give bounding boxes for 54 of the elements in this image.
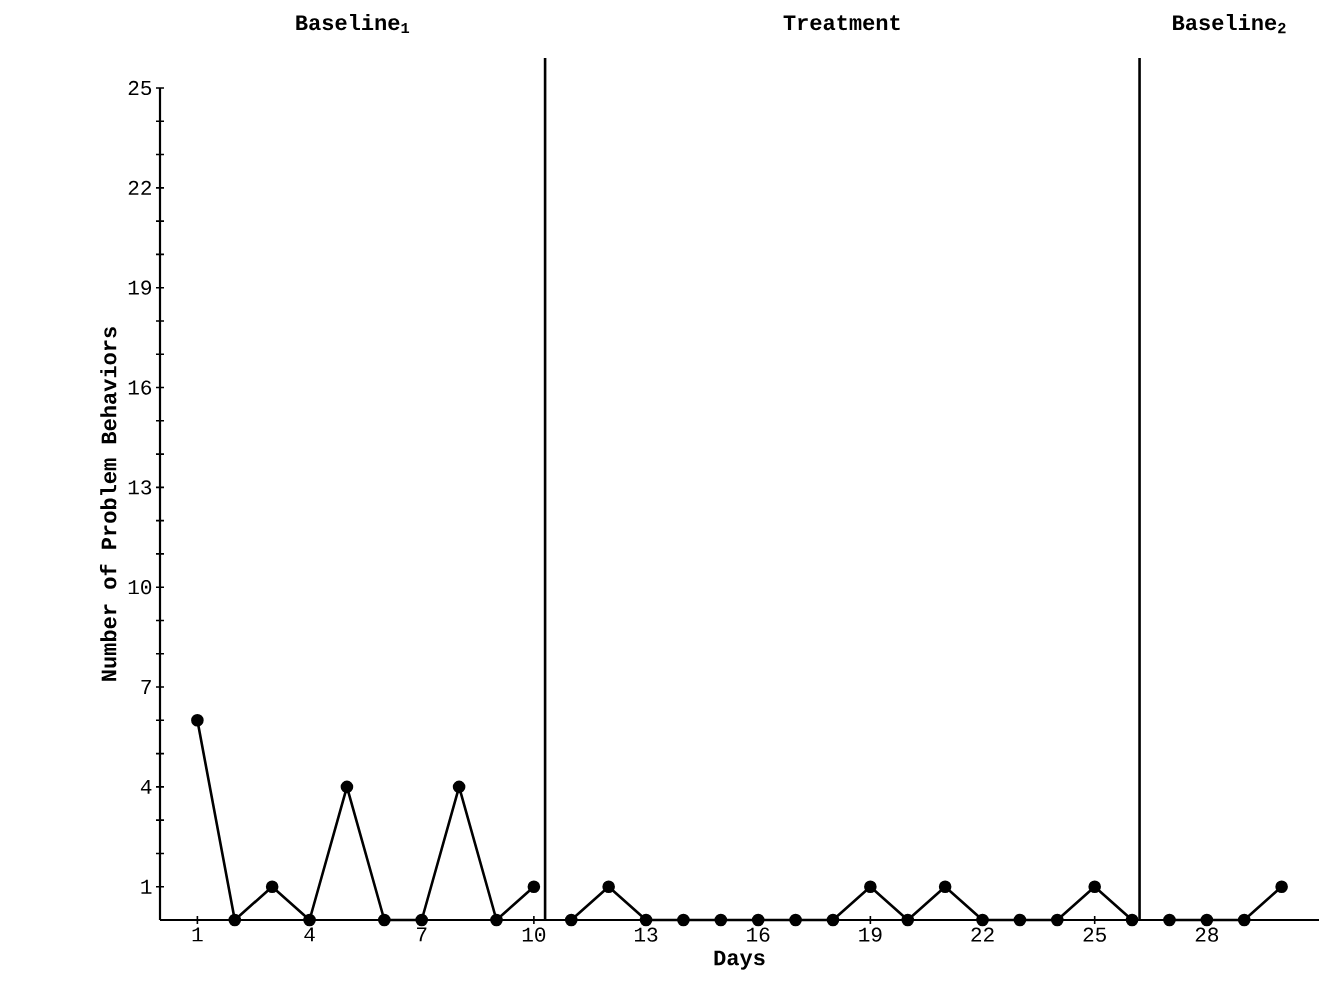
y-tick-label: 22 — [128, 180, 151, 195]
y-tick-label: 4 — [140, 779, 152, 794]
x-tick-label: 16 — [747, 927, 770, 942]
text: Baseline$_{2}$ — [1173, 14, 1286, 34]
y-tick-label: 25 — [128, 80, 152, 96]
point — [340, 780, 354, 794]
point — [714, 913, 728, 927]
x-tick-label: 22 — [971, 927, 994, 942]
x-tick-label: 1 — [192, 927, 203, 942]
point — [901, 913, 915, 927]
y-tick-label: 10 — [128, 580, 152, 595]
x-tick-label: 28 — [1195, 927, 1219, 942]
point — [1200, 913, 1214, 927]
point — [1163, 913, 1176, 927]
point — [527, 880, 541, 894]
y-tick-label: 16 — [128, 380, 152, 395]
x-tick-label: 19 — [859, 927, 882, 942]
x-tick-label: 13 — [634, 927, 658, 942]
point — [1013, 913, 1027, 927]
point — [864, 880, 877, 894]
point — [378, 913, 391, 927]
point — [1125, 913, 1139, 927]
point — [789, 913, 802, 927]
point — [564, 913, 578, 927]
point — [1237, 913, 1251, 927]
point — [191, 714, 204, 727]
x-tick-label: 25 — [1083, 927, 1106, 942]
x-tick-label: 7 — [417, 927, 427, 942]
text: Treatment — [783, 15, 900, 31]
y-axis-title: Number of Problem Behaviors — [99, 327, 117, 681]
x-tick-label: 10 — [522, 927, 546, 942]
text: Baseline$_{1}$ — [296, 14, 410, 34]
point — [938, 880, 952, 894]
x-tick-label: 4 — [304, 927, 315, 942]
point — [303, 913, 316, 927]
point — [826, 913, 840, 927]
point — [677, 913, 690, 927]
x-axis-title: Days — [714, 950, 765, 970]
point — [228, 913, 242, 927]
point — [265, 880, 279, 894]
point — [976, 913, 989, 927]
point — [452, 780, 466, 794]
y-tick-label: 1 — [141, 879, 152, 894]
point — [1088, 880, 1101, 894]
point — [1051, 913, 1064, 927]
y-tick-label: 19 — [128, 280, 152, 295]
point — [639, 913, 653, 927]
point — [751, 913, 765, 927]
y-tick-label: 13 — [128, 480, 152, 495]
point — [602, 880, 615, 894]
point — [415, 913, 429, 927]
point — [490, 913, 503, 927]
y-tick-label: 7 — [141, 680, 151, 694]
point — [1275, 880, 1288, 894]
